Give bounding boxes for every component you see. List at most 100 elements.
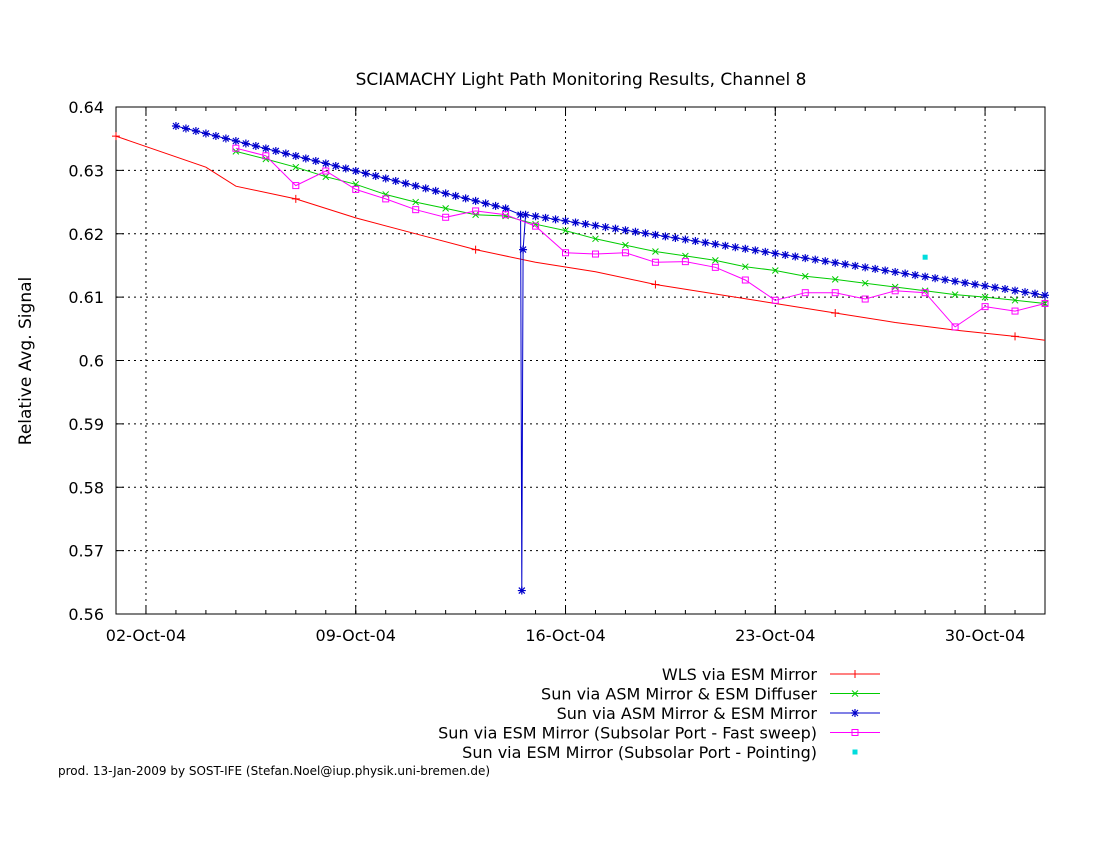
data-point xyxy=(181,124,190,133)
series-3 xyxy=(171,122,1049,595)
y-tick-label: 0.59 xyxy=(68,415,104,434)
data-point xyxy=(861,295,869,303)
data-point xyxy=(861,279,869,287)
data-point xyxy=(712,257,719,264)
data-point xyxy=(971,280,980,289)
y-tick-label: 0.64 xyxy=(68,98,104,117)
data-point xyxy=(322,173,330,181)
data-point xyxy=(841,260,850,269)
data-point xyxy=(591,250,599,258)
data-point xyxy=(371,171,380,180)
data-point xyxy=(292,163,300,171)
data-point xyxy=(1041,299,1049,307)
data-point xyxy=(771,267,779,274)
data-point xyxy=(682,252,689,260)
data-point xyxy=(481,199,490,208)
data-point xyxy=(501,204,510,213)
data-point xyxy=(671,233,680,242)
data-point xyxy=(641,229,650,238)
data-point xyxy=(801,254,810,263)
data-point xyxy=(781,250,790,259)
data-point xyxy=(961,278,970,287)
data-point xyxy=(1041,300,1049,307)
data-point xyxy=(441,189,450,198)
legend-marker xyxy=(851,729,859,736)
plot-area: 0.56 0.57 0.58 0.59 0.6 0.61 0.62 0.63 0.64 02-Oc… xyxy=(68,98,1049,645)
data-point xyxy=(622,241,629,249)
data-point xyxy=(451,191,460,200)
data-point xyxy=(831,308,840,317)
data-point xyxy=(112,132,120,141)
data-point xyxy=(502,211,510,219)
data-point xyxy=(301,154,310,163)
data-point xyxy=(751,246,760,255)
data-point xyxy=(1011,286,1020,295)
data-point xyxy=(801,272,809,280)
legend-entry: Sun via ESM Mirror (Subsolar Port - Fast… xyxy=(438,724,880,743)
data-point xyxy=(516,210,525,219)
data-point xyxy=(811,255,820,264)
data-point xyxy=(411,181,420,190)
data-point xyxy=(471,196,480,205)
x-tick-label: 02-Oct-04 xyxy=(106,626,186,645)
data-point xyxy=(891,287,899,295)
data-point xyxy=(241,139,250,148)
y-tick-label: 0.6 xyxy=(79,352,104,371)
data-point xyxy=(621,226,630,235)
data-point xyxy=(921,289,929,297)
data-point xyxy=(741,244,750,253)
x-tick-label: 16-Oct-04 xyxy=(525,626,605,645)
data-point xyxy=(341,164,350,173)
data-point xyxy=(592,235,599,243)
legend-label: Sun via ESM Mirror (Subsolar Port - Fast… xyxy=(438,724,817,743)
data-point xyxy=(521,210,530,219)
data-point xyxy=(661,232,670,241)
data-point xyxy=(291,151,300,160)
y-tick-label: 0.57 xyxy=(68,542,104,561)
data-point xyxy=(911,271,920,280)
data-point xyxy=(532,222,540,230)
x-tick-label: 23-Oct-04 xyxy=(735,626,815,645)
data-point xyxy=(321,159,330,168)
data-point xyxy=(651,230,660,239)
data-point xyxy=(891,268,900,277)
legend-marker xyxy=(851,670,859,678)
data-point xyxy=(221,134,230,143)
data-point xyxy=(262,152,270,160)
data-point xyxy=(281,149,290,158)
data-point xyxy=(651,258,659,266)
footer-credit: prod. 13-Jan-2009 by SOST-IFE (Stefan.No… xyxy=(58,764,491,778)
data-point xyxy=(711,240,720,249)
data-point xyxy=(991,283,1000,292)
data-point xyxy=(741,263,749,271)
data-point xyxy=(831,276,839,283)
data-point xyxy=(421,184,430,193)
data-point xyxy=(691,237,700,246)
data-point xyxy=(412,198,420,206)
data-point xyxy=(382,195,390,203)
data-point xyxy=(881,266,890,275)
data-point xyxy=(871,264,880,273)
data-point xyxy=(581,220,590,229)
data-point xyxy=(1001,285,1010,294)
data-point xyxy=(1031,289,1040,298)
data-point xyxy=(551,215,560,224)
data-point xyxy=(741,276,749,284)
data-point xyxy=(981,303,989,311)
data-point xyxy=(431,186,440,195)
data-point xyxy=(491,201,500,210)
data-point xyxy=(531,212,540,221)
legend-marker xyxy=(851,690,859,697)
data-point xyxy=(291,194,300,203)
data-point xyxy=(951,277,960,286)
series-5 xyxy=(922,254,928,260)
data-point xyxy=(541,213,550,222)
y-tick-label: 0.62 xyxy=(68,225,104,244)
data-point xyxy=(721,241,730,250)
data-point xyxy=(821,257,830,266)
data-point xyxy=(311,156,320,165)
data-point xyxy=(361,169,370,178)
x-tick-label: 30-Oct-04 xyxy=(945,626,1025,645)
series-line xyxy=(115,135,1046,341)
